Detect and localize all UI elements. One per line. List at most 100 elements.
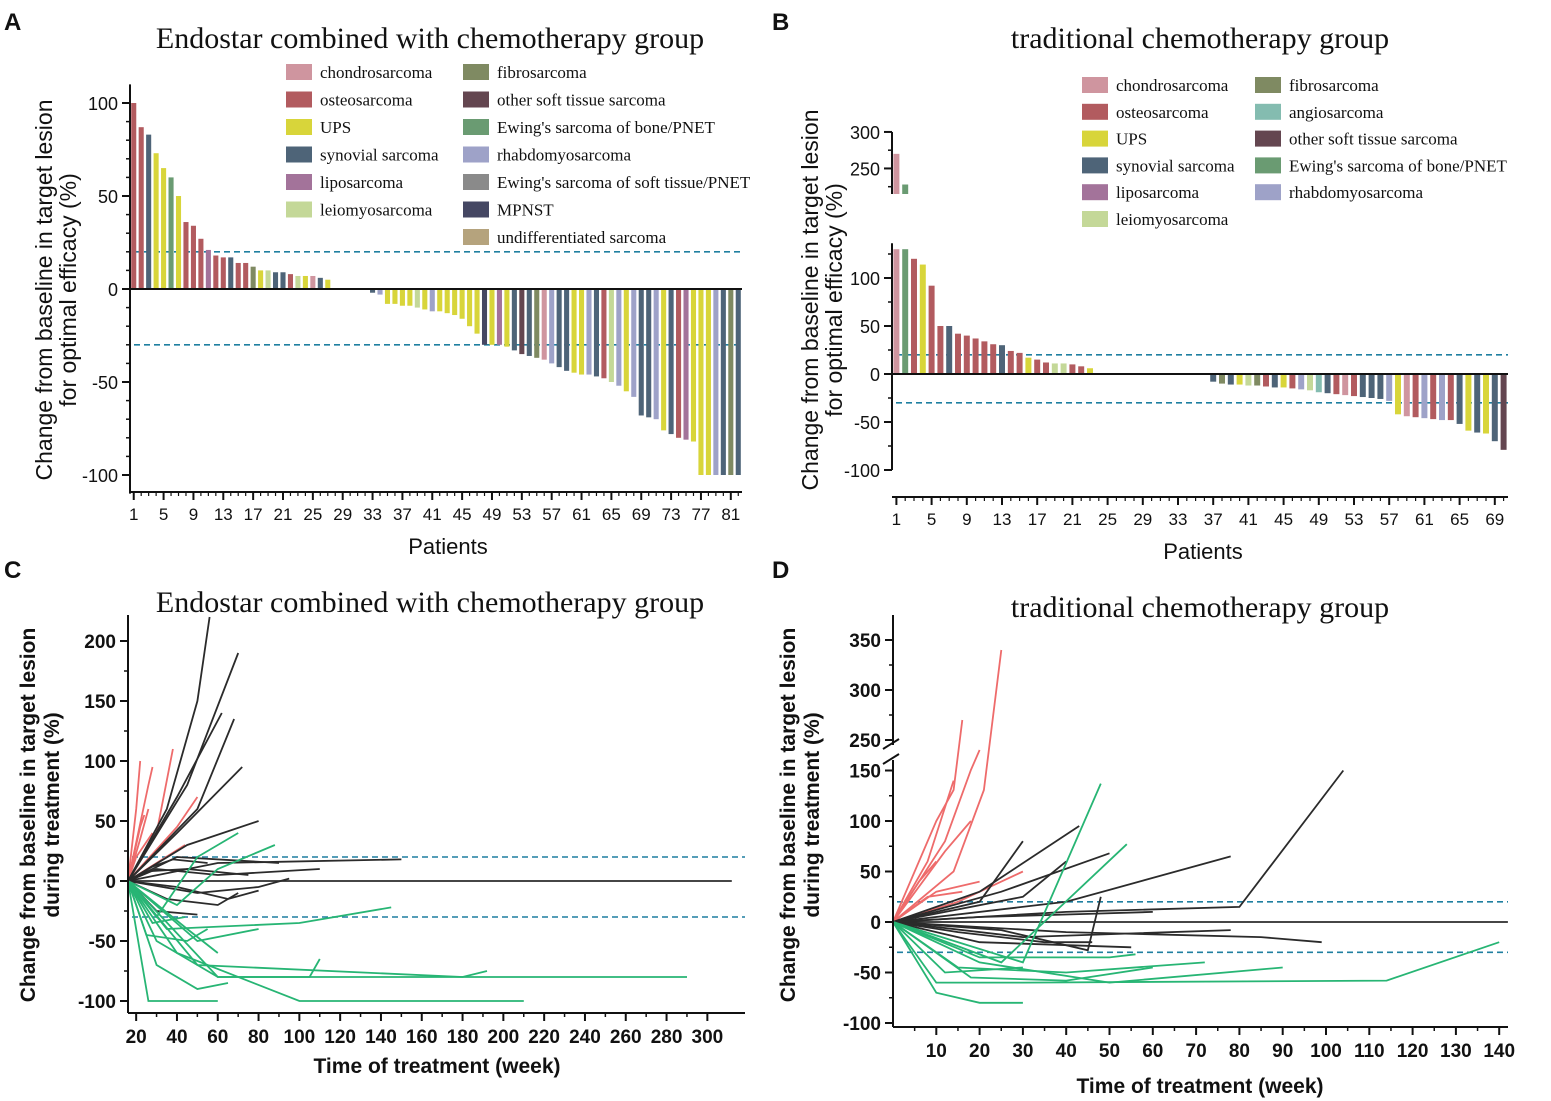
legend-swatch xyxy=(286,146,312,163)
legend-swatch xyxy=(463,146,489,163)
bar xyxy=(467,289,473,327)
y-tick-label: 0 xyxy=(108,280,118,300)
x-tick-label: 49 xyxy=(483,505,502,524)
legend-label: Ewing's sarcoma of bone/PNET xyxy=(497,118,715,137)
series-line xyxy=(127,880,229,990)
x-tick-label: 25 xyxy=(303,505,322,524)
bar xyxy=(608,289,614,382)
x-tick-label: 37 xyxy=(393,505,412,524)
panel-c: C Endostar combined with chemotherapy gro… xyxy=(4,557,745,1078)
x-tick-label: 65 xyxy=(1450,510,1469,529)
bar xyxy=(683,289,689,440)
series-line xyxy=(892,921,1136,959)
x-tick-label: 80 xyxy=(1229,1041,1250,1062)
series-line xyxy=(892,921,1153,982)
bar xyxy=(302,275,308,289)
x-tick-label: 17 xyxy=(1028,510,1047,529)
x-tick-label: 41 xyxy=(423,505,442,524)
bar xyxy=(220,257,226,289)
bar xyxy=(407,289,413,306)
legend-swatch xyxy=(286,174,312,190)
bar xyxy=(1043,362,1049,374)
y-tick-label: -50 xyxy=(89,932,116,953)
bar xyxy=(1395,374,1401,415)
series-line xyxy=(892,860,1067,923)
panel-letter: B xyxy=(772,9,789,36)
bar xyxy=(586,289,592,375)
x-tick-label: 110 xyxy=(1354,1041,1385,1062)
series-line xyxy=(127,880,259,942)
y-tick-label: 0 xyxy=(870,913,881,934)
bar xyxy=(213,255,219,289)
series-line xyxy=(892,921,1023,974)
bar xyxy=(955,333,961,374)
legend-label: Ewing's sarcoma of soft tissue/PNET xyxy=(497,173,751,192)
bar xyxy=(161,168,167,289)
x-tick-label: 50 xyxy=(1099,1041,1120,1062)
series-line xyxy=(892,921,1283,984)
legend-label: MPNST xyxy=(497,201,554,220)
bar xyxy=(616,289,622,386)
y-tick-label: 350 xyxy=(849,631,881,652)
y-axis-label: Change from baseline in target lesionfor… xyxy=(797,109,847,490)
bar xyxy=(601,289,607,379)
bar xyxy=(444,289,450,314)
legend-swatch xyxy=(1082,184,1108,201)
y-tick-label: 50 xyxy=(860,317,880,337)
x-tick-label: 13 xyxy=(993,510,1012,529)
bar xyxy=(228,257,234,289)
bar xyxy=(937,326,944,374)
legend-swatch xyxy=(286,119,312,135)
series-line xyxy=(892,780,955,923)
x-tick-label: 21 xyxy=(1063,510,1082,529)
y-axis-label-line: Change from baseline in target lesion xyxy=(777,628,800,1003)
bar xyxy=(1315,374,1322,393)
series-line xyxy=(127,718,235,882)
bar xyxy=(593,289,600,377)
bar xyxy=(138,127,144,290)
bar xyxy=(1491,374,1498,442)
bar xyxy=(235,262,241,289)
y-tick-label: 100 xyxy=(88,94,118,114)
legend-label: chondrosarcoma xyxy=(1116,76,1229,95)
bar xyxy=(183,222,189,289)
legend-label: osteosarcoma xyxy=(1116,103,1209,122)
legend-swatch xyxy=(463,229,489,245)
x-axis-label: Patients xyxy=(408,534,488,559)
bar xyxy=(646,289,652,418)
bar xyxy=(1465,374,1472,431)
bar xyxy=(422,289,428,310)
bar xyxy=(1359,374,1366,398)
bar xyxy=(735,289,741,475)
x-tick-label: 69 xyxy=(1485,510,1504,529)
bar xyxy=(623,289,629,392)
series-line xyxy=(127,844,276,907)
chart-title: Endostar combined with chemotherapy grou… xyxy=(156,22,704,55)
bar xyxy=(990,344,997,374)
bar xyxy=(511,289,517,351)
y-axis-label-line: for optimal efficacy (%) xyxy=(55,173,81,406)
x-tick-label: 240 xyxy=(569,1027,601,1048)
y-axis-label-line: Change from baseline in target lesion xyxy=(17,628,40,1003)
bar xyxy=(1069,364,1076,374)
y-tick-label: -100 xyxy=(844,461,880,481)
x-tick-label: 10 xyxy=(926,1041,947,1062)
y-axis-label-line: Change from baseline in target lesion xyxy=(31,99,57,480)
bar xyxy=(459,289,465,319)
chart-title: traditional chemotherapy group xyxy=(1011,591,1389,624)
y-tick-label: 250 xyxy=(850,159,880,179)
bar xyxy=(1060,363,1067,374)
legend-label: synovial sarcoma xyxy=(1116,156,1235,175)
series-line xyxy=(892,820,972,923)
series-line xyxy=(892,649,1003,923)
chart-title: traditional chemotherapy group xyxy=(1011,22,1389,55)
x-axis-label: Time of treatment (week) xyxy=(1076,1075,1323,1098)
x-tick-label: 37 xyxy=(1204,510,1223,529)
x-tick-label: 29 xyxy=(1133,510,1152,529)
x-tick-label: 41 xyxy=(1239,510,1258,529)
y-tick-label: 150 xyxy=(849,762,881,783)
x-tick-label: 45 xyxy=(453,505,472,524)
y-axis-label-line: during treatment (%) xyxy=(801,712,824,917)
bar xyxy=(265,270,271,289)
